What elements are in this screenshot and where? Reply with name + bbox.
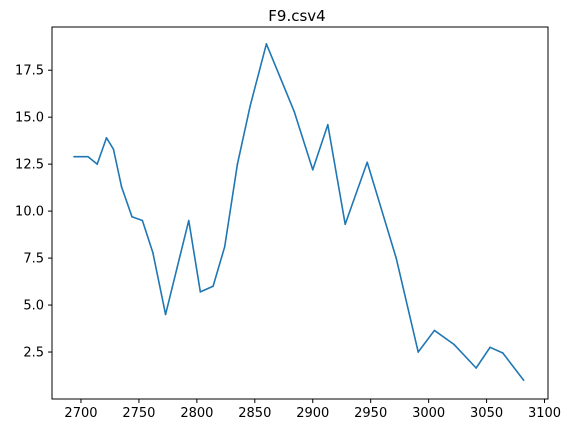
y-tick-label: 17.5: [15, 64, 44, 79]
data-point: [395, 257, 397, 259]
chart-title: F9.csv4: [268, 7, 325, 25]
y-tick-label: 10.0: [15, 205, 44, 220]
data-point: [236, 163, 239, 165]
y-tick-label: 7.5: [23, 252, 44, 267]
data-point: [141, 219, 144, 222]
data-point: [199, 291, 202, 293]
x-tick-label: 3050: [470, 406, 503, 421]
data-point: [279, 76, 282, 79]
data-point: [105, 137, 108, 139]
y-tick-label: 5.0: [23, 299, 44, 314]
data-point: [131, 215, 133, 218]
data-point: [112, 148, 115, 150]
data-point: [176, 266, 178, 269]
data-point: [120, 185, 123, 188]
data-point: [73, 155, 75, 158]
data-point: [366, 161, 369, 164]
series-line: [74, 43, 525, 381]
y-tick-label: 2.5: [23, 346, 44, 361]
data-point: [502, 352, 504, 354]
data-point: [164, 313, 167, 316]
x-tick-label: 2750: [122, 406, 155, 421]
x-tick-label: 2800: [180, 406, 213, 421]
data-point: [223, 246, 226, 248]
x-tick-label: 3000: [412, 406, 445, 421]
y-axis-ticks: 2.5 5.0 7.5 10.0 12.5 15.0 17.5: [15, 64, 52, 361]
data-point: [433, 329, 436, 332]
x-tick-label: 2900: [296, 406, 329, 421]
x-tick-label: 2850: [238, 406, 271, 421]
data-point: [489, 346, 491, 349]
y-tick-label: 12.5: [15, 158, 44, 173]
data-point: [522, 379, 525, 382]
x-tick-label: 2950: [354, 406, 387, 421]
data-point: [96, 163, 98, 165]
data-point: [327, 123, 329, 126]
data-point: [249, 105, 251, 107]
data-point: [212, 285, 214, 288]
data-point: [344, 223, 347, 226]
x-axis-ticks: 2700 2750 2800 2850 2900 2950 3000 3050 3100: [64, 399, 561, 421]
plot-area-frame: [51, 26, 549, 400]
data-point: [475, 367, 477, 369]
data-point: [265, 43, 268, 45]
data-point: [453, 343, 455, 346]
data-point: [311, 168, 314, 171]
series-layer: [73, 43, 525, 382]
data-point: [187, 219, 190, 222]
x-tick-label: 3100: [528, 406, 561, 421]
data-point: [293, 110, 296, 113]
y-tick-label: 15.0: [15, 111, 44, 126]
data-point: [87, 155, 89, 158]
data-point: [417, 351, 420, 353]
data-point: [152, 251, 154, 254]
x-tick-label: 2700: [64, 406, 97, 421]
